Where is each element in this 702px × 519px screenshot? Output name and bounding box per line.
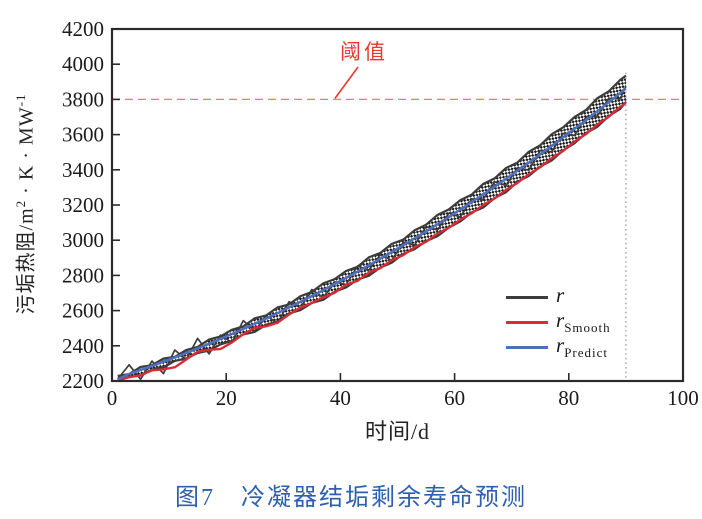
svg-text:2600: 2600 [62, 299, 104, 323]
svg-text:100: 100 [667, 386, 699, 410]
legend-label-r-smooth: rSmooth [556, 308, 611, 336]
legend-label-r-predict: rPredict [556, 333, 608, 361]
y-axis-title-sup2: 2 [12, 199, 28, 208]
y-axis-title-supm1: -1 [12, 93, 28, 107]
svg-text:60: 60 [444, 386, 465, 410]
legend-line-r-smooth [506, 321, 548, 324]
svg-text:3400: 3400 [62, 158, 104, 182]
y-axis-title-text: 污垢热阻/m [15, 207, 38, 315]
svg-text:0: 0 [107, 386, 118, 410]
svg-text:40: 40 [330, 386, 351, 410]
chart-svg: 0 20 40 60 80 100 2200 2400 2600 2800 3000 3200 3400… [62, 17, 699, 410]
svg-text:2400: 2400 [62, 334, 104, 358]
legend-label-r-predict-main: r [556, 333, 565, 358]
svg-text:3000: 3000 [62, 228, 104, 252]
chart-plot: 0 20 40 60 80 100 2200 2400 2600 2800 3000 3200 3400… [62, 17, 699, 410]
svg-text:4200: 4200 [62, 17, 104, 41]
legend: r rSmooth rPredict [506, 283, 611, 361]
y-axis-title: 污垢热阻/m2 · K · MW-1 [10, 94, 39, 315]
figure-caption: 图7 冷凝器结垢剩余寿命预测 [0, 477, 702, 512]
threshold-label: 阈值 [340, 40, 388, 64]
legend-label-r-smooth-main: r [556, 308, 565, 333]
legend-label-r-smooth-sub: Smooth [564, 320, 611, 336]
figure-caption-title: 冷凝器结垢剩余寿命预测 [241, 485, 527, 511]
y-axis-title-mid: · K · MW [15, 106, 38, 200]
svg-text:4000: 4000 [62, 52, 104, 76]
svg-text:2800: 2800 [62, 263, 104, 287]
svg-text:3200: 3200 [62, 193, 104, 217]
legend-label-r-main: r [556, 283, 565, 308]
legend-item-r-smooth: rSmooth [506, 308, 611, 336]
legend-item-r-predict: rPredict [506, 333, 611, 361]
figure-caption-number: 图7 [175, 485, 215, 511]
legend-line-r [506, 296, 548, 299]
legend-item-r: r [506, 283, 611, 311]
svg-text:80: 80 [558, 386, 579, 410]
legend-line-r-predict [506, 346, 548, 349]
svg-text:3600: 3600 [62, 123, 104, 147]
x-axis-title: 时间/d [364, 419, 431, 444]
svg-text:2200: 2200 [62, 369, 104, 393]
svg-text:20: 20 [216, 386, 237, 410]
legend-label-r-predict-sub: Predict [564, 345, 609, 361]
svg-text:3800: 3800 [62, 87, 104, 111]
legend-label-r: r [556, 283, 564, 311]
